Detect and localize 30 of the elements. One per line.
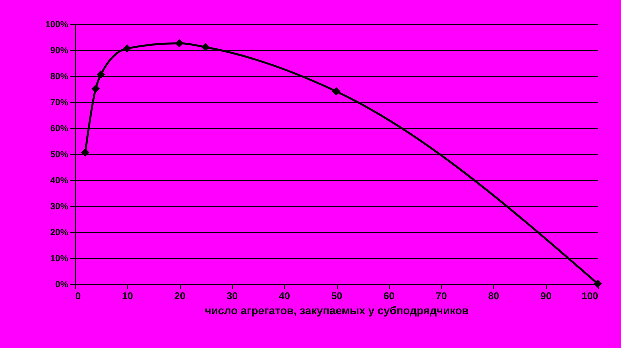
x-tick-label: 30 [226,292,238,302]
point [81,148,90,157]
y-tick-label: 60% [50,124,68,134]
y-tick-label: 50% [50,150,68,160]
x-tick-label: 20 [174,292,186,302]
y-tick-label: 30% [50,202,68,212]
point [123,44,132,53]
x-tick-label: 0 [76,292,82,302]
x-tick-label: 40 [279,292,291,302]
x-tick-label: 100 [582,292,599,302]
point [202,43,210,52]
y-tick-label: 80% [50,72,68,82]
x-tick-label: 90 [540,292,552,302]
y-tick-label: 10% [50,254,68,264]
point [175,39,184,48]
y-tick-label: 90% [50,46,68,56]
x-tick-label: 80 [488,292,500,302]
y-tick-label: 70% [50,98,68,108]
y-tick-label: 100% [45,20,68,30]
x-tick-label: 60 [384,292,396,302]
y-tick-label: 20% [50,228,68,238]
x-axis-title: число агрегатов, закупаемых у субподрядчиков [205,306,470,318]
x-tick-label: 70 [436,292,448,302]
point [96,70,106,79]
x-tick-label: 10 [122,292,134,302]
y-tick-label: 40% [50,176,68,186]
point [332,87,341,96]
y-tick-label: 0% [55,280,68,290]
point [92,84,100,94]
x-tick-label: 50 [331,292,343,302]
